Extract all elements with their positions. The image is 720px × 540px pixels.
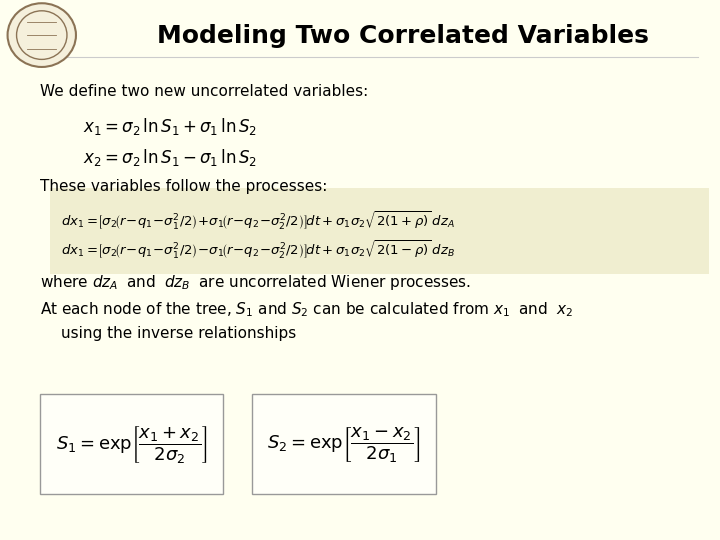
FancyBboxPatch shape (252, 394, 436, 494)
FancyBboxPatch shape (40, 394, 223, 494)
FancyBboxPatch shape (50, 188, 709, 274)
Text: We define two new uncorrelated variables:: We define two new uncorrelated variables… (40, 84, 368, 99)
Text: $x_2 = \sigma_2\,\ln S_1 - \sigma_1\,\ln S_2$: $x_2 = \sigma_2\,\ln S_1 - \sigma_1\,\ln… (83, 147, 257, 168)
Text: $x_1 = \sigma_2\,\ln S_1 + \sigma_1\,\ln S_2$: $x_1 = \sigma_2\,\ln S_1 + \sigma_1\,\ln… (83, 116, 257, 137)
Ellipse shape (8, 3, 76, 67)
Text: where $dz_A\;$ and $\;dz_B\;$ are uncorrelated Wiener processes.: where $dz_A\;$ and $\;dz_B\;$ are uncorr… (40, 273, 471, 292)
Text: At each node of the tree, $S_1$ and $S_2$ can be calculated from $x_1\;$ and $\;: At each node of the tree, $S_1$ and $S_2… (40, 300, 572, 319)
Text: $S_1 = \exp\!\left[\dfrac{x_1 + x_2}{2\sigma_2}\right]$: $S_1 = \exp\!\left[\dfrac{x_1 + x_2}{2\s… (55, 424, 207, 464)
Text: These variables follow the processes:: These variables follow the processes: (40, 179, 327, 194)
Text: using the inverse relationships: using the inverse relationships (61, 326, 297, 341)
Text: $dx_1=\!\left[\sigma_2\!\left(r\!-\!q_1\!-\!\sigma_1^2/2\right)\!+\!\sigma_1\!\l: $dx_1=\!\left[\sigma_2\!\left(r\!-\!q_1\… (61, 210, 455, 232)
Text: $dx_1=\!\left[\sigma_2\!\left(r\!-\!q_1\!-\!\sigma_1^2/2\right)\!-\!\sigma_1\!\l: $dx_1=\!\left[\sigma_2\!\left(r\!-\!q_1\… (61, 239, 455, 261)
Text: Modeling Two Correlated Variables: Modeling Two Correlated Variables (157, 24, 649, 48)
Text: $S_2 = \exp\!\left[\dfrac{x_1 - x_2}{2\sigma_1}\right]$: $S_2 = \exp\!\left[\dfrac{x_1 - x_2}{2\s… (267, 424, 420, 464)
